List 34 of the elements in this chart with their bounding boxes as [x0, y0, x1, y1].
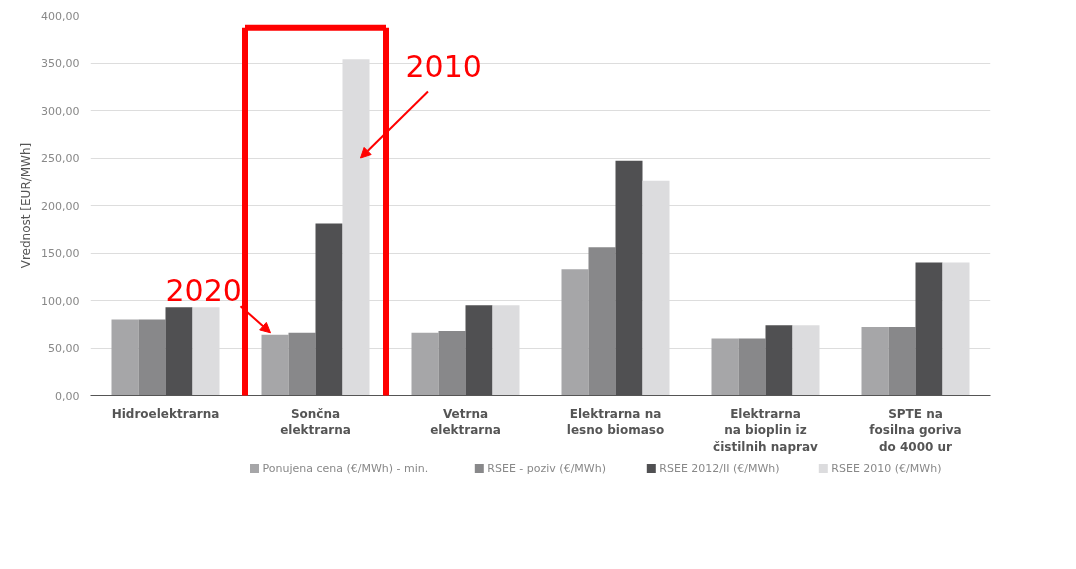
legend-label: RSEE 2010 (€/MWh) [831, 462, 942, 475]
x-tick-label: Sončna elektrarna [280, 406, 351, 438]
y-tick-label: 50,00 [48, 342, 80, 355]
bar [438, 330, 466, 396]
y-tick-label: 200,00 [41, 199, 80, 213]
bar [561, 269, 589, 396]
annotation: 2010 [405, 49, 482, 85]
y-axis-title: Vrednost [EUR/MWh] [19, 142, 34, 269]
x-tick-label: Hidroelektrarna [111, 406, 220, 421]
bar [261, 334, 289, 396]
bar [888, 327, 916, 396]
x-tick-label: Elektrarna na bioplin iz čistilnih naprav [713, 406, 819, 455]
x-tick-label: Elektrarna na lesno biomaso [566, 406, 665, 438]
y-tick-label: 350,00 [41, 57, 80, 70]
bar [111, 319, 139, 396]
y-tick-label: 250,00 [41, 152, 80, 165]
y-tick-label: 150,00 [41, 247, 80, 260]
legend-label: Ponujena cena (€/MWh) - min. [262, 462, 429, 475]
legend-label: RSEE - poziv (€/MWh) [487, 462, 606, 475]
annotation: 2020 [165, 273, 242, 309]
bar [138, 319, 166, 396]
y-tick-label: 400,00 [41, 9, 80, 23]
bar [411, 332, 439, 396]
bar [288, 332, 316, 396]
y-tick-label: 300,00 [41, 104, 80, 118]
legend-label: RSEE 2012/II (€/MWh) [659, 462, 780, 475]
bar [738, 338, 766, 396]
y-tick-label: 100,00 [41, 294, 80, 308]
bar [588, 247, 616, 396]
y-tick-label: 0,00 [55, 389, 80, 403]
x-tick-label: Vetrna elektrarna [430, 406, 501, 438]
x-tick-label: SPTE na fosilna goriva do 4000 ur [869, 406, 962, 455]
bar [711, 338, 739, 396]
bar [861, 327, 889, 396]
